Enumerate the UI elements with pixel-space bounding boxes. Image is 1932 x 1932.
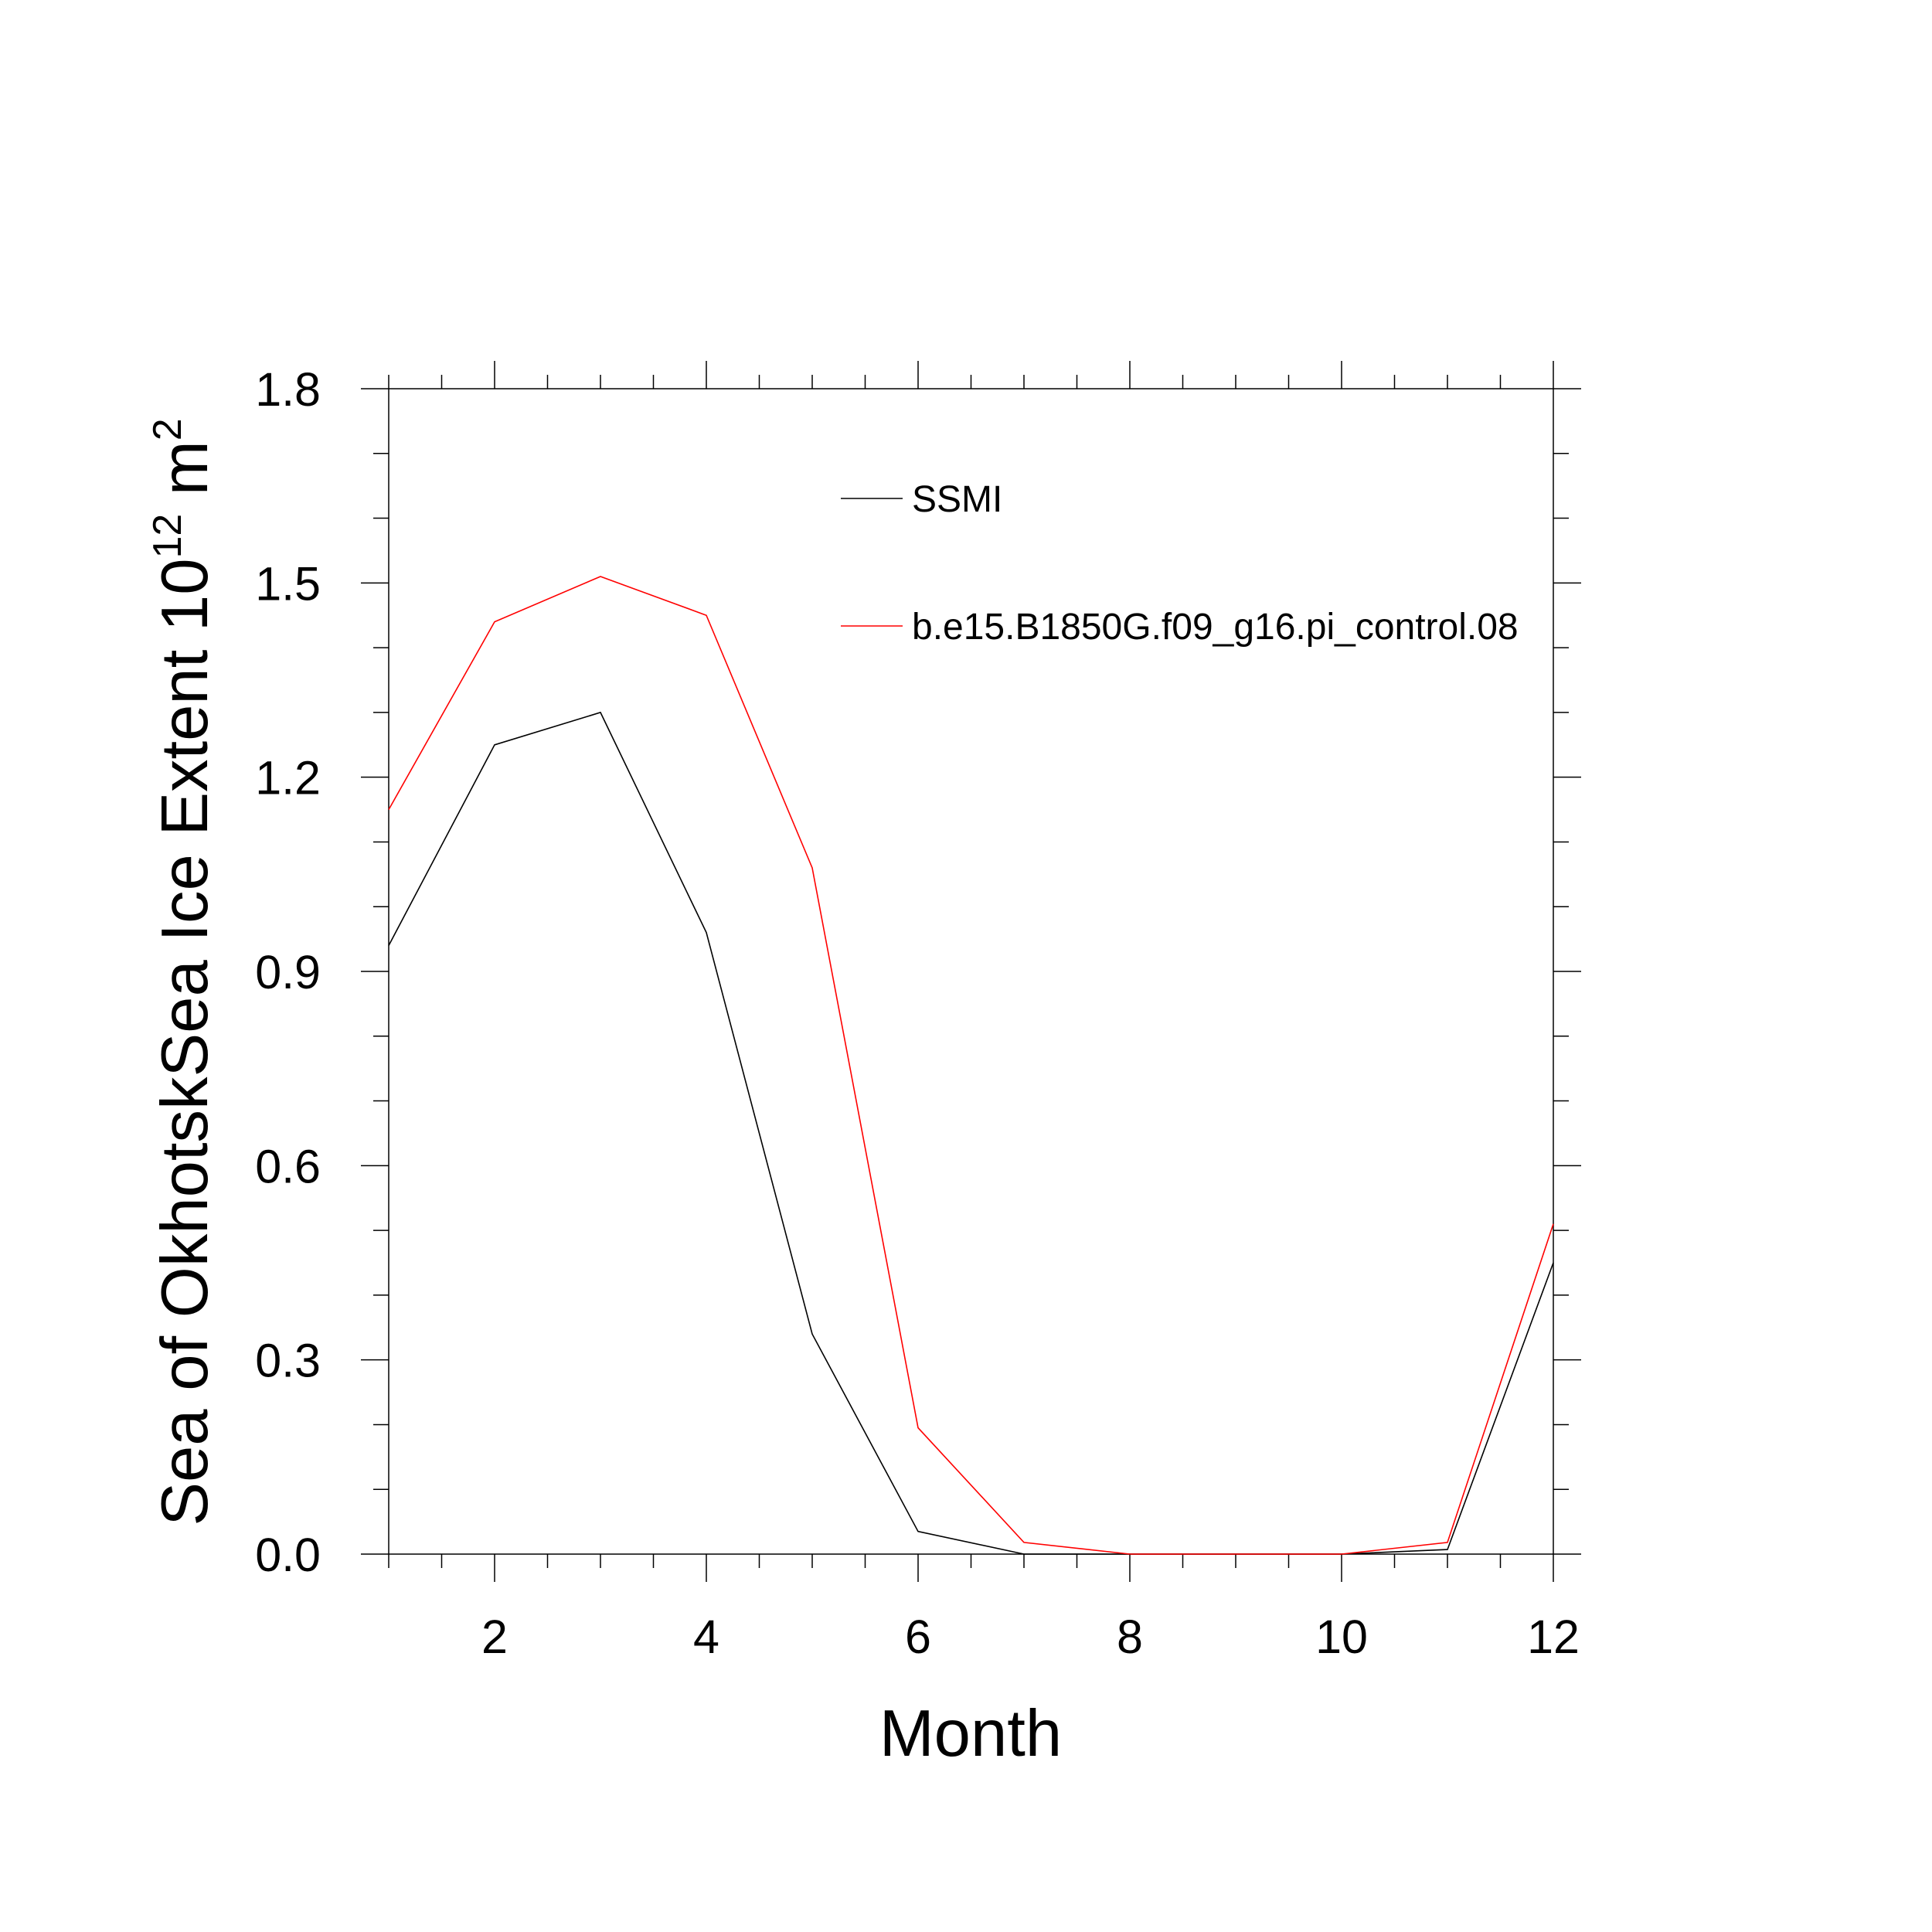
plot-frame (388, 388, 1554, 1555)
y-tick-labels: 0.0 0.3 0.6 0.9 1.2 1.5 1.8 (255, 363, 321, 1581)
y-axis-title-exponent: 12 (145, 514, 190, 559)
y-tick-label: 1.8 (255, 363, 321, 416)
y-axis-title: Sea of OkhotskSea Ice Extent 1012 m2 (145, 418, 222, 1526)
y-tick-label: 0.3 (255, 1335, 321, 1387)
legend: SSMI b.e15.B1850G.f09_g16.pi_control.08 (841, 479, 1519, 648)
x-tick-label: 8 (1117, 1611, 1143, 1663)
y-axis-title-main: Sea of OkhotskSea Ice Extent 10 (148, 559, 222, 1526)
y-tick-label: 0.0 (255, 1529, 321, 1581)
y-axis-title-unit: m (148, 440, 222, 513)
x-tick-label: 12 (1527, 1611, 1580, 1663)
x-tick-label: 4 (693, 1611, 719, 1663)
y-axis-title-unit-exponent: 2 (145, 418, 190, 440)
legend-label-2: b.e15.B1850G.f09_g16.pi_control.08 (912, 607, 1519, 648)
y-tick-label: 0.9 (255, 946, 321, 998)
y-tick-label: 1.2 (255, 752, 321, 804)
series-line-2 (388, 576, 1554, 1555)
y-tick-label: 0.6 (255, 1140, 321, 1192)
x-tick-label: 10 (1315, 1611, 1368, 1663)
legend-label-1: SSMI (912, 479, 1002, 520)
x-tick-label: 2 (481, 1611, 508, 1663)
x-tick-label: 6 (905, 1611, 931, 1663)
major-ticks (361, 361, 1581, 1582)
x-tick-labels: 2 4 6 8 10 12 (481, 1611, 1580, 1663)
minor-ticks (373, 375, 1569, 1568)
x-axis-title: Month (879, 1697, 1062, 1770)
y-tick-label: 1.5 (255, 557, 321, 610)
series-line-1 (388, 711, 1554, 1555)
series-lines (388, 576, 1554, 1555)
